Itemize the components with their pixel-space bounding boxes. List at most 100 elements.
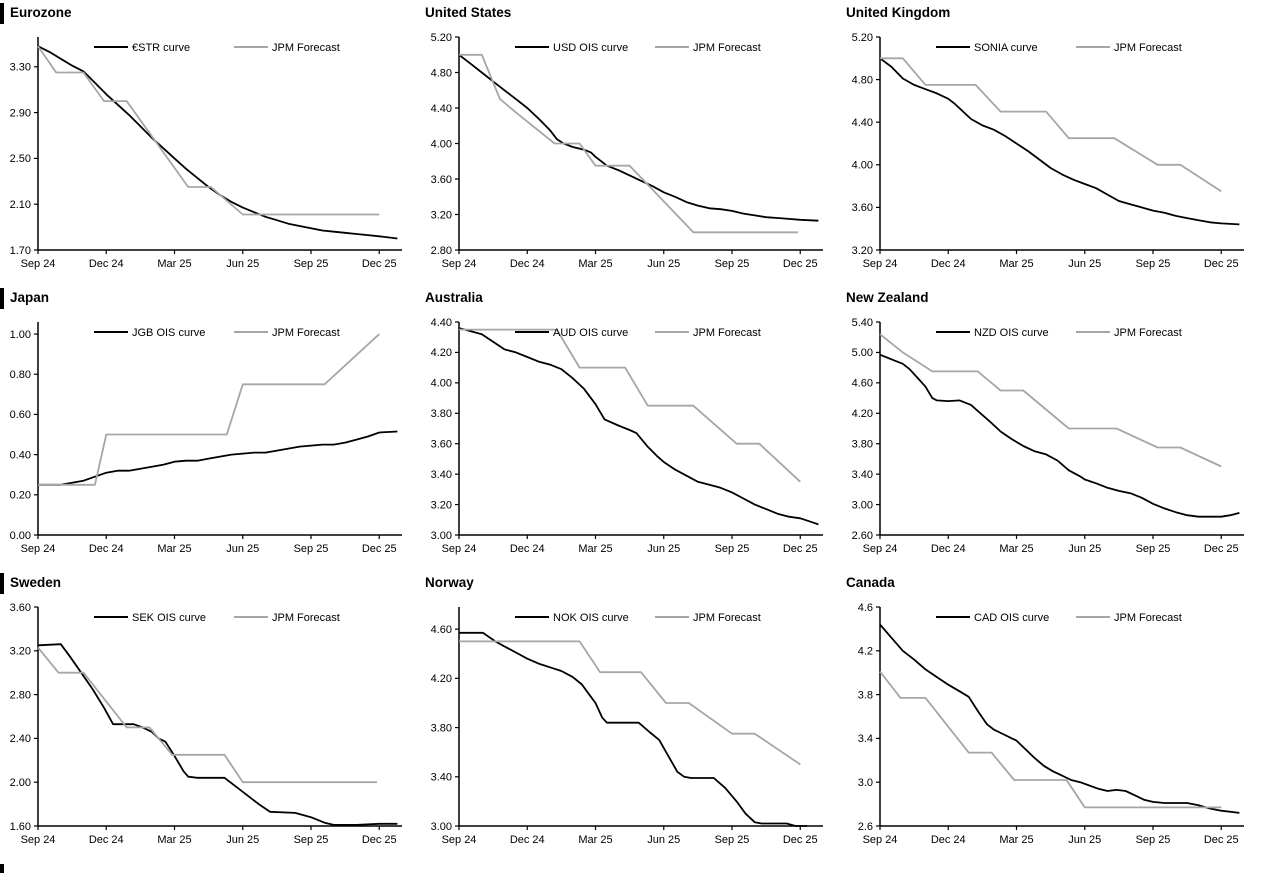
x-tick-label: Dec 24 [931,543,966,555]
x-tick-label: Sep 25 [294,258,329,270]
series-line-market [38,430,398,486]
x-tick-label: Dec 25 [783,543,818,555]
x-tick-label: Mar 25 [999,258,1033,270]
x-tick-label: Dec 24 [510,543,545,555]
chart-new-zealand-plot: 2.60 3.00 3.40 3.80 4.20 4.60 5.00 5.40 Sep 24 De… [852,317,1244,555]
x-tick-label: Dec 24 [931,834,966,846]
chart-sweden-plot: 1.60 2.00 2.40 2.80 3.20 3.60 Sep 24 Dec 24 Mar … [10,602,402,846]
x-tick-label: Mar 25 [578,258,612,270]
section-edge-bar [0,287,4,309]
title-row: Eurozone [0,1,421,25]
series-line-market [459,631,808,827]
legend-label-forecast: JPM Forecast [693,327,761,339]
y-tick-label: 3.60 [10,602,31,614]
x-tick-label: Mar 25 [578,834,612,846]
title-row: New Zealand [842,286,1264,310]
y-tick-label: 4.60 [431,624,452,636]
series-line-forecast [459,640,801,766]
x-tick-label: Dec 25 [1204,543,1239,555]
y-tick-label: 5.20 [431,32,452,44]
x-tick-label: Dec 25 [362,258,397,270]
y-tick-label: 3.60 [431,174,452,186]
legend-label-market: USD OIS curve [553,42,628,54]
chart-title: Canada [846,575,895,590]
legend-label-market: NOK OIS curve [553,612,629,624]
y-tick-label: 3.80 [852,439,873,451]
x-tick-label: Sep 25 [294,543,329,555]
title-row: Norway [421,571,842,595]
title-row: United Kingdom [842,1,1264,25]
x-tick-label: Sep 24 [442,834,477,846]
x-tick-label: Sep 24 [863,543,898,555]
x-tick-label: Dec 24 [510,258,545,270]
x-tick-label: Sep 25 [1136,834,1171,846]
y-tick-label: 3.20 [431,499,452,511]
x-tick-label: Jun 25 [1068,543,1101,555]
series-line-market [37,643,398,826]
y-tick-label: 4.40 [431,103,452,115]
y-tick-label: 4.40 [852,117,873,129]
chart-norway-plot: 3.00 3.40 3.80 4.20 4.60 Sep 24 Dec 24 Mar 25 Ju… [431,607,823,846]
legend-label-forecast: JPM Forecast [693,612,761,624]
chart-united-states-plot: 2.80 3.20 3.60 4.00 4.40 4.80 5.20 Sep 24 Dec 24… [431,32,823,270]
legend-label-forecast: JPM Forecast [272,42,340,54]
y-tick-label: 5.20 [852,32,873,44]
chart-title: Australia [425,290,483,305]
chart-panel-united-kingdom: United Kingdom 3.20 3.60 4.00 4.40 4.80 5.20 S… [842,0,1264,285]
y-tick-label: 3.20 [431,209,452,221]
legend-label-market: AUD OIS curve [553,327,628,339]
x-tick-label: Dec 24 [931,258,966,270]
title-row: Japan [0,286,421,310]
series-line-forecast [37,646,377,784]
x-tick-label: Dec 25 [362,543,397,555]
x-tick-label: Dec 24 [89,543,124,555]
next-section-edge-bar [0,864,4,873]
legend-label-market: JGB OIS curve [132,327,205,339]
chart-eurozone-plot: 1.70 2.10 2.50 2.90 3.30 Sep 24 Dec 24 Mar 25 Ju… [10,37,402,270]
chart-title: New Zealand [846,290,929,305]
chart-panel-japan: Japan 0.00 0.20 0.40 0.60 0.80 1.00 Sep 24 Dec … [0,285,421,570]
chart-panel-new-zealand: New Zealand 2.60 3.00 3.40 3.80 4.20 4.60 5.00… [842,285,1264,570]
x-tick-label: Mar 25 [999,834,1033,846]
series-line-market [458,327,819,526]
y-tick-label: 3.20 [852,245,873,257]
y-tick-label: 3.8 [858,689,873,701]
chart-united-kingdom-plot: 3.20 3.60 4.00 4.40 4.80 5.20 Sep 24 Dec 24 Mar … [852,32,1244,270]
legend-label-market: €STR curve [132,42,190,54]
section-edge-bar [0,572,4,594]
x-tick-label: Jun 25 [647,543,680,555]
x-tick-label: Sep 25 [294,834,329,846]
chart-title: Eurozone [10,5,72,20]
x-tick-label: Jun 25 [1068,834,1101,846]
series-line-market [879,353,1240,518]
y-tick-label: 0.60 [10,409,31,421]
y-tick-label: 0.80 [10,369,31,381]
x-tick-label: Dec 24 [89,258,124,270]
x-tick-label: Dec 24 [89,834,124,846]
series-line-forecast [880,57,1222,193]
x-tick-label: Jun 25 [226,258,259,270]
chart-title: Japan [10,290,50,305]
legend-label-forecast: JPM Forecast [1114,327,1182,339]
y-tick-label: 3.30 [10,62,31,74]
x-tick-label: Jun 25 [647,834,680,846]
chart-panel-canada: Canada 2.6 3.0 3.4 3.8 4.2 4.6 Sep 24 Dec 24 Mar… [842,570,1264,873]
y-tick-label: 0.20 [10,490,31,502]
x-tick-label: Dec 25 [783,834,818,846]
y-tick-label: 2.80 [10,689,31,701]
y-tick-label: 2.80 [431,245,452,257]
y-tick-label: 2.40 [10,733,31,745]
series-line-forecast [38,333,380,486]
series-line-forecast [459,328,801,483]
y-tick-label: 4.2 [858,646,873,658]
x-tick-label: Sep 24 [21,543,56,555]
x-tick-label: Dec 24 [510,834,545,846]
x-tick-label: Sep 24 [863,258,898,270]
legend-label-forecast: JPM Forecast [1114,42,1182,54]
chart-canada-plot: 2.6 3.0 3.4 3.8 4.2 4.6 Sep 24 Dec 24 Mar 25 Jun … [858,602,1244,846]
y-tick-label: 3.4 [858,733,873,745]
y-tick-label: 4.60 [852,378,873,390]
chart-title: United Kingdom [846,5,951,20]
y-tick-label: 4.20 [431,673,452,685]
